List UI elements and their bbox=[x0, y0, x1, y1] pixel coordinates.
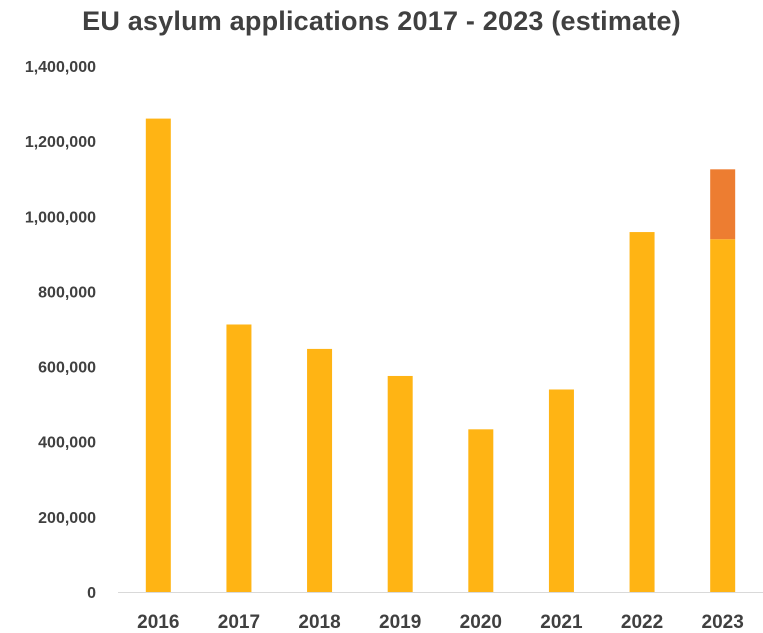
x-tick-label: 2023 bbox=[702, 612, 744, 633]
bar-2023 bbox=[710, 239, 736, 592]
y-tick-label: 1,000,000 bbox=[25, 209, 96, 226]
x-tick-label: 2022 bbox=[621, 612, 663, 633]
chart-title: EU asylum applications 2017 - 2023 (esti… bbox=[82, 6, 681, 36]
x-tick-label: 2020 bbox=[460, 612, 502, 633]
x-tick-label: 2017 bbox=[218, 612, 260, 633]
y-tick-label: 600,000 bbox=[38, 360, 96, 377]
x-tick-label: 2018 bbox=[298, 612, 340, 633]
bar-2018 bbox=[307, 348, 333, 592]
bar-2020 bbox=[468, 429, 494, 592]
y-tick-label: 400,000 bbox=[38, 435, 96, 452]
x-tick-label: 2021 bbox=[540, 612, 583, 633]
y-tick-label: 1,400,000 bbox=[25, 59, 96, 76]
bar-2023-estimate bbox=[710, 169, 736, 240]
y-tick-label: 200,000 bbox=[38, 510, 96, 527]
x-tick-label: 2019 bbox=[379, 612, 421, 633]
y-tick-label: 1,200,000 bbox=[25, 134, 96, 151]
bar-2022 bbox=[629, 232, 655, 592]
bar-2019 bbox=[387, 375, 413, 592]
y-tick-label: 800,000 bbox=[38, 284, 96, 301]
bar-2016 bbox=[145, 118, 171, 592]
x-tick-label: 2016 bbox=[137, 612, 179, 633]
bar-2017 bbox=[226, 324, 252, 592]
y-tick-label: 0 bbox=[87, 585, 96, 602]
bar-2021 bbox=[548, 389, 574, 592]
